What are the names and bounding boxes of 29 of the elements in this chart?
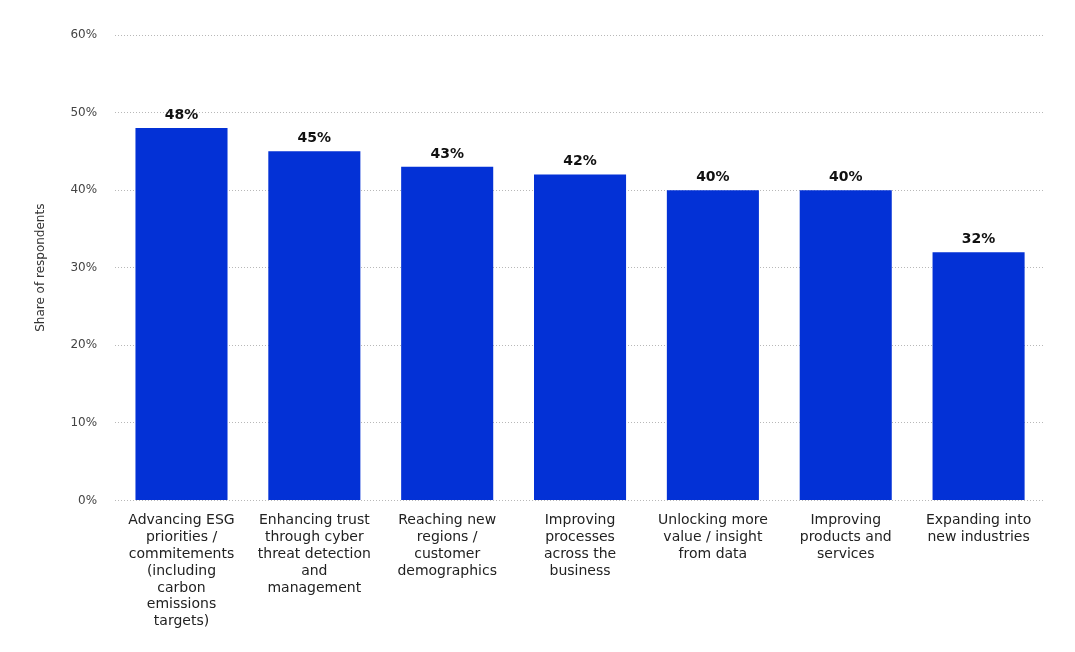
y-tick-label: 60%	[70, 27, 98, 42]
y-tick-label: 40%	[70, 182, 98, 197]
y-tick-label: 20%	[70, 337, 98, 352]
y-axis-title: Share of respondents	[33, 203, 48, 332]
x-tick-label: Improving processes across the business	[543, 511, 617, 578]
x-tick-label: Advancing ESG priorities / commitements (including carbon emissions targets)	[128, 511, 235, 629]
bar	[799, 190, 892, 500]
data-label: 40%	[696, 167, 730, 184]
data-label: 42%	[563, 152, 597, 169]
bar	[401, 166, 494, 500]
data-label: 32%	[961, 229, 996, 246]
bar	[135, 128, 228, 500]
data-label: 40%	[828, 167, 863, 184]
x-tick-label: Enhancing trust through cyber threat detection and management	[257, 511, 371, 595]
bar	[666, 190, 759, 500]
bar	[534, 174, 627, 500]
bar	[932, 252, 1025, 500]
y-tick-label: 10%	[70, 414, 98, 429]
x-tick-label: Reaching new regions / customer demographics	[397, 511, 497, 578]
x-tick-label: Improving products and services	[799, 511, 892, 562]
y-tick-label: 0%	[78, 492, 98, 507]
bar	[268, 151, 361, 500]
x-tick-label: Expanding into new industries	[925, 511, 1032, 545]
data-label: 43%	[430, 144, 464, 161]
x-tick-label: Unlocking more value / insight from data	[658, 511, 768, 562]
y-tick-label: 30%	[70, 259, 98, 274]
y-tick-label: 50%	[70, 104, 98, 119]
data-label: 45%	[297, 128, 332, 145]
data-label: 48%	[164, 105, 199, 122]
